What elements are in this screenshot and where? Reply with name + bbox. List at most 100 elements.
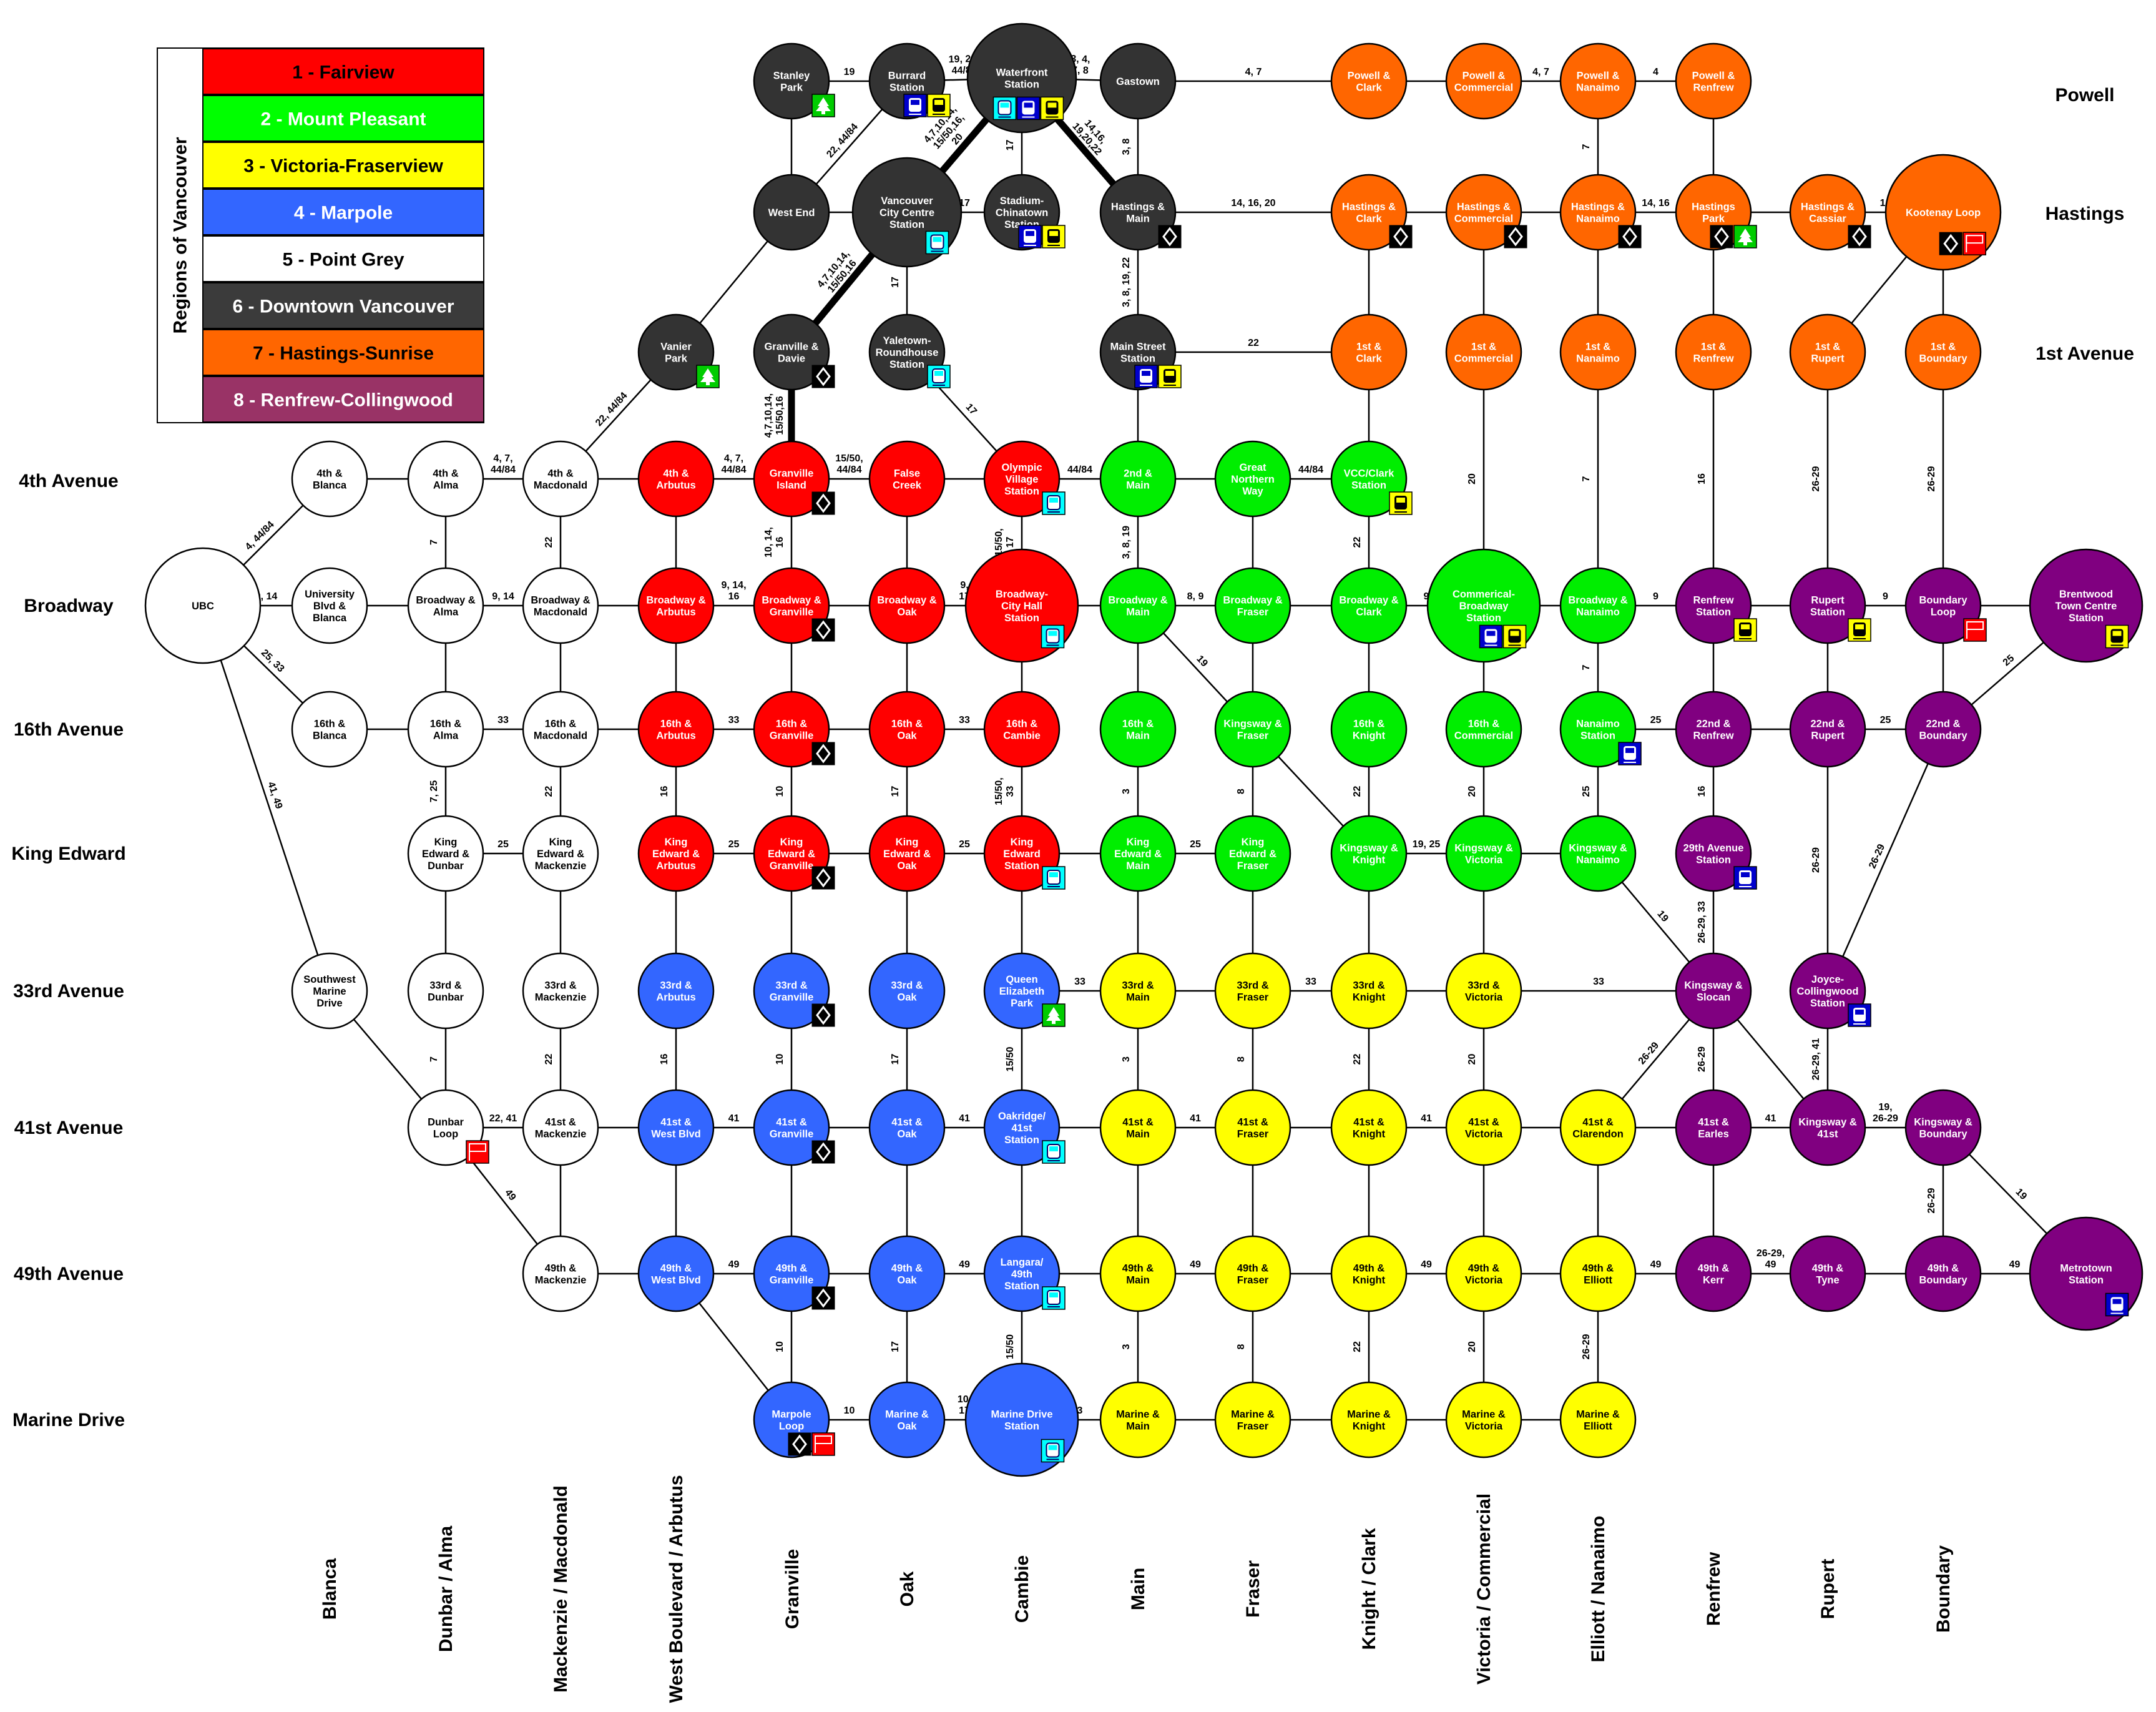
stop-16camb[interactable]: 16th & Cambie <box>983 691 1061 768</box>
stop-33dunbar[interactable]: 33rd & Dunbar <box>407 952 484 1030</box>
stop-41oak[interactable]: 41st & Oak <box>868 1089 946 1166</box>
stop-marinevic[interactable]: Marine & Victoria <box>1445 1381 1522 1459</box>
stop-1comm[interactable]: 1st & Commercial <box>1445 313 1522 391</box>
stop-commbw[interactable]: Commerical-Broadway Station <box>1426 548 1541 663</box>
stop-kingvic[interactable]: Kingsway & Victoria <box>1445 815 1522 892</box>
stop-16arb[interactable]: 16th & Arbutus <box>637 691 715 768</box>
stop-33gran[interactable]: 33rd & Granville <box>753 952 835 1030</box>
stop-metrotown[interactable]: Metrotown Station <box>2029 1216 2144 1331</box>
stop-joyce[interactable]: Joyce-Collingwood Station <box>1789 952 1871 1030</box>
stop-olympic[interactable]: Olympic Village Station <box>983 440 1066 518</box>
stop-49fraser[interactable]: 49th & Fraser <box>1214 1235 1291 1312</box>
stop-49gran[interactable]: 49th & Granville <box>753 1235 835 1312</box>
stop-marinemain[interactable]: Marine & Main <box>1099 1381 1177 1459</box>
stop-4arb[interactable]: 4th & Arbutus <box>637 440 715 518</box>
stop-kedunbar[interactable]: King Edward & Dunbar <box>407 815 484 892</box>
stop-falsecreek[interactable]: False Creek <box>868 440 946 518</box>
stop-2main[interactable]: 2nd & Main <box>1099 440 1177 518</box>
stop-bwoak[interactable]: Broadway & Oak <box>868 567 946 644</box>
stop-4macd[interactable]: 4th & Macdonald <box>522 440 599 518</box>
stop-33mack[interactable]: 33rd & Mackenzie <box>522 952 599 1030</box>
stop-16alma[interactable]: 16th & Alma <box>407 691 484 768</box>
stop-bwcity[interactable]: Broadway-City Hall Station <box>964 548 1079 663</box>
stop-kearb[interactable]: King Edward & Arbutus <box>637 815 715 892</box>
stop-41wb[interactable]: 41st & West Blvd <box>637 1089 715 1166</box>
stop-1ren[interactable]: 1st & Renfrew <box>1675 313 1752 391</box>
stop-16knight[interactable]: 16th & Knight <box>1330 691 1408 768</box>
stop-bwnan[interactable]: Broadway & Nanaimo <box>1559 567 1637 644</box>
stop-41gran[interactable]: 41st & Granville <box>753 1089 835 1166</box>
stop-4alma[interactable]: 4th & Alma <box>407 440 484 518</box>
stop-ubc[interactable]: UBC <box>144 547 262 664</box>
stop-22rup[interactable]: 22nd & Rupert <box>1789 691 1866 768</box>
stop-powclark[interactable]: Powell & Clark <box>1330 42 1408 120</box>
stop-1clark[interactable]: 1st & Clark <box>1330 313 1408 391</box>
stop-33fraser[interactable]: 33rd & Fraser <box>1214 952 1291 1030</box>
stop-kest[interactable]: King Edward Station <box>983 815 1066 892</box>
stop-waterfront[interactable]: Waterfront Station <box>966 22 1077 134</box>
stop-49oak[interactable]: 49th & Oak <box>868 1235 946 1312</box>
stop-yaletown[interactable]: Yaletown-Roundhouse Station <box>868 313 951 391</box>
stop-16macd[interactable]: 16th & Macdonald <box>522 691 599 768</box>
stop-49bound[interactable]: 49th & Boundary <box>1904 1235 1982 1312</box>
stop-vccclark[interactable]: VCC/Clark Station <box>1330 440 1413 518</box>
stop-boundloop[interactable]: Boundary Loop <box>1904 567 1987 644</box>
stop-hastcass[interactable]: Hastings & Cassiar <box>1789 174 1871 251</box>
stop-kemack[interactable]: King Edward & Mackenzie <box>522 815 599 892</box>
stop-33main[interactable]: 33rd & Main <box>1099 952 1177 1030</box>
stop-49main[interactable]: 49th & Main <box>1099 1235 1177 1312</box>
stop-41main[interactable]: 41st & Main <box>1099 1089 1177 1166</box>
stop-41clar[interactable]: 41st & Clarendon <box>1559 1089 1637 1166</box>
stop-kingknight[interactable]: Kingsway & Knight <box>1330 815 1408 892</box>
stop-vanier[interactable]: Vanier Park <box>637 313 720 391</box>
stop-41earles[interactable]: 41st & Earles <box>1675 1089 1752 1166</box>
stop-stadium[interactable]: Stadium-Chinatown Station <box>983 174 1066 251</box>
stop-49tyne[interactable]: 49th & Tyne <box>1789 1235 1866 1312</box>
stop-westend[interactable]: West End <box>753 174 830 251</box>
stop-langara[interactable]: Langara/49th Station <box>983 1235 1066 1312</box>
stop-41knight[interactable]: 41st & Knight <box>1330 1089 1408 1166</box>
stop-kingnan[interactable]: Kingsway & Nanaimo <box>1559 815 1637 892</box>
stop-16comm[interactable]: 16th & Commercial <box>1445 691 1522 768</box>
stop-vcc[interactable]: Vancouver City Centre Station <box>851 157 963 268</box>
stop-kootenay[interactable]: Kootenay Loop <box>1884 154 2002 271</box>
stop-burrard[interactable]: Burrard Station <box>868 42 951 120</box>
stop-33vic[interactable]: 33rd & Victoria <box>1445 952 1522 1030</box>
stop-hastnan[interactable]: Hastings & Nanaimo <box>1559 174 1642 251</box>
stop-bwgran[interactable]: Broadway & Granville <box>753 567 835 644</box>
stop-16main[interactable]: 16th & Main <box>1099 691 1177 768</box>
stop-dunbarloop[interactable]: Dunbar Loop <box>407 1089 489 1166</box>
stop-49mack[interactable]: 49th & Mackenzie <box>522 1235 599 1312</box>
stop-marineell[interactable]: Marine & Elliott <box>1559 1381 1637 1459</box>
stop-41mack[interactable]: 41st & Mackenzie <box>522 1089 599 1166</box>
stop-kingslocan[interactable]: Kingsway & Slocan <box>1675 952 1752 1030</box>
stop-rupst[interactable]: Rupert Station <box>1789 567 1871 644</box>
stop-keoak[interactable]: King Edward & Oak <box>868 815 946 892</box>
stop-grandavie[interactable]: Granville & Davie <box>753 313 835 391</box>
stop-bwclark[interactable]: Broadway & Clark <box>1330 567 1408 644</box>
stop-kefraser[interactable]: King Edward & Fraser <box>1214 815 1291 892</box>
stop-16oak[interactable]: 16th & Oak <box>868 691 946 768</box>
stop-49ell[interactable]: 49th & Elliott <box>1559 1235 1637 1312</box>
stop-bwarb[interactable]: Broadway & Arbutus <box>637 567 715 644</box>
stop-41fraser[interactable]: 41st & Fraser <box>1214 1089 1291 1166</box>
stop-granisland[interactable]: Granville Island <box>753 440 835 518</box>
stop-swmd[interactable]: Southwest Marine Drive <box>291 952 368 1030</box>
stop-powcomm[interactable]: Powell & Commercial <box>1445 42 1522 120</box>
stop-marinest[interactable]: Marine Drive Station <box>964 1362 1079 1477</box>
stop-33knight[interactable]: 33rd & Knight <box>1330 952 1408 1030</box>
stop-univblvd[interactable]: University Blvd & Blanca <box>291 567 368 644</box>
stop-29st[interactable]: 29th Avenue Station <box>1675 815 1757 892</box>
stop-22ren[interactable]: 22nd & Renfrew <box>1675 691 1752 768</box>
stop-kingfraser[interactable]: Kingsway & Fraser <box>1214 691 1291 768</box>
stop-16gran[interactable]: 16th & Granville <box>753 691 835 768</box>
stop-qepark[interactable]: Queen Elizabeth Park <box>983 952 1066 1030</box>
stop-49wb[interactable]: 49th & West Blvd <box>637 1235 715 1312</box>
stop-4blanca[interactable]: 4th & Blanca <box>291 440 368 518</box>
stop-kingbound[interactable]: Kingsway & Boundary <box>1904 1089 1982 1166</box>
stop-pownan[interactable]: Powell & Nanaimo <box>1559 42 1637 120</box>
stop-hastmain[interactable]: Hastings & Main <box>1099 174 1182 251</box>
stop-mainst[interactable]: Main Street Station <box>1099 313 1182 391</box>
stop-33arb[interactable]: 33rd & Arbutus <box>637 952 715 1030</box>
stop-kemain[interactable]: King Edward & Main <box>1099 815 1177 892</box>
